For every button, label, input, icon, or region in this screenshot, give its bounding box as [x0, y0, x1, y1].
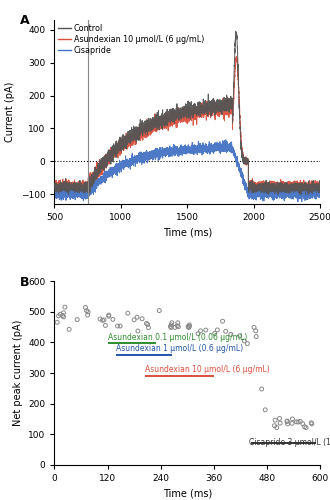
Point — [198, 327, 203, 335]
Point — [295, 418, 301, 426]
Point — [309, 420, 314, 428]
Point — [61, 313, 66, 321]
Point — [134, 313, 140, 321]
Point — [172, 324, 178, 332]
X-axis label: Time (ms): Time (ms) — [163, 488, 212, 498]
Text: B: B — [20, 276, 29, 288]
Point — [176, 322, 181, 330]
Point — [186, 324, 191, 332]
Point — [145, 320, 150, 328]
Point — [223, 328, 228, 336]
Point — [100, 316, 105, 324]
Point — [284, 418, 290, 426]
Point — [85, 311, 90, 319]
Point — [272, 422, 277, 430]
Point — [242, 337, 247, 345]
Point — [106, 311, 112, 319]
Point — [54, 318, 60, 326]
X-axis label: Time (ms): Time (ms) — [163, 228, 212, 237]
Point — [117, 322, 123, 330]
Point — [300, 420, 305, 428]
Point — [85, 308, 91, 316]
Point — [274, 424, 280, 432]
Point — [103, 322, 108, 330]
Point — [273, 416, 278, 424]
Point — [62, 303, 68, 311]
Point — [84, 306, 89, 314]
Point — [75, 316, 80, 324]
Point — [60, 312, 65, 320]
Point — [58, 310, 63, 318]
Point — [175, 319, 181, 327]
Point — [101, 316, 107, 324]
Point — [144, 320, 149, 328]
Point — [125, 309, 130, 317]
Point — [285, 420, 290, 428]
Point — [169, 321, 174, 329]
Point — [168, 322, 173, 330]
Point — [277, 414, 282, 422]
Point — [135, 327, 141, 335]
Point — [110, 316, 116, 324]
Point — [146, 324, 151, 332]
Point — [278, 419, 283, 427]
Y-axis label: Net peak current (pA): Net peak current (pA) — [13, 320, 23, 426]
Text: A: A — [20, 14, 30, 28]
Point — [245, 340, 250, 347]
Point — [56, 312, 61, 320]
Text: Asundexian 0.1 μmol/L (0.06 μg/mL): Asundexian 0.1 μmol/L (0.06 μg/mL) — [108, 333, 247, 342]
Point — [67, 326, 72, 334]
Text: Asundexian 1 μmol/L (0.6 μg/mL): Asundexian 1 μmol/L (0.6 μg/mL) — [116, 344, 244, 354]
Text: Cisapride 3 μmol/L (1.4 μg/mL): Cisapride 3 μmol/L (1.4 μg/mL) — [249, 438, 330, 447]
Point — [309, 419, 314, 427]
Point — [237, 332, 242, 340]
Point — [251, 324, 257, 332]
Point — [302, 423, 307, 431]
Point — [228, 330, 233, 338]
Point — [175, 322, 180, 330]
Point — [263, 406, 268, 414]
Point — [83, 304, 88, 312]
Point — [115, 322, 120, 330]
Point — [61, 309, 66, 317]
Point — [289, 420, 295, 428]
Text: Asundexian 10 μmol/L (6 μg/mL): Asundexian 10 μmol/L (6 μg/mL) — [145, 366, 270, 374]
Point — [131, 316, 137, 324]
Point — [97, 315, 103, 323]
Point — [203, 326, 209, 334]
Point — [253, 327, 258, 335]
Point — [215, 326, 220, 334]
Point — [284, 417, 290, 425]
Point — [253, 332, 259, 340]
Point — [303, 424, 309, 432]
Point — [169, 318, 175, 326]
Point — [290, 415, 295, 423]
Point — [220, 317, 225, 325]
Point — [212, 330, 217, 338]
Point — [298, 418, 303, 426]
Y-axis label: Current (pA): Current (pA) — [5, 82, 15, 142]
Point — [157, 306, 162, 314]
Point — [294, 418, 299, 426]
Legend: Control, Asundexian 10 μmol/L (6 μg/mL), Cisapride: Control, Asundexian 10 μmol/L (6 μg/mL),… — [58, 24, 204, 55]
Point — [140, 314, 145, 322]
Point — [195, 330, 201, 338]
Point — [185, 322, 191, 330]
Point — [106, 312, 111, 320]
Point — [187, 321, 192, 329]
Point — [187, 322, 192, 330]
Point — [259, 385, 264, 393]
Point — [168, 324, 174, 332]
